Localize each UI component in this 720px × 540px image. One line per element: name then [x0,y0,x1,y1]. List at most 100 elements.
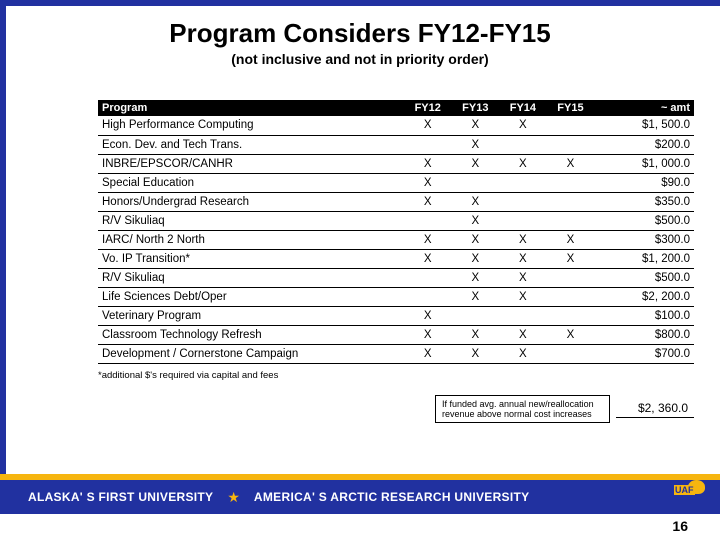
table-footnote: *additional $'s required via capital and… [98,370,694,381]
table-row: Special EducationX$90.0 [98,173,694,192]
cell-fy14 [499,173,547,192]
cell-fy15 [547,192,595,211]
cell-fy14 [499,192,547,211]
cell-program: Veterinary Program [98,306,404,325]
cell-fy13 [452,173,500,192]
cell-fy12 [404,287,452,306]
cell-fy13: X [452,154,500,173]
cell-fy12: X [404,249,452,268]
table-row: R/V Sikuliaq X $500.0 [98,211,694,230]
cell-fy13: X [452,287,500,306]
slide-subtitle: (not inclusive and not in priority order… [0,51,720,67]
table-row: Development / Cornerstone CampaignXXX$70… [98,344,694,363]
cell-fy15 [547,287,595,306]
cell-program: Development / Cornerstone Campaign [98,344,404,363]
slide: Program Considers FY12-FY15 (not inclusi… [0,0,720,540]
cell-program: R/V Sikuliaq [98,211,404,230]
cell-fy14: X [499,249,547,268]
cell-amt: $200.0 [594,135,694,154]
cell-fy14: X [499,268,547,287]
cell-program: R/V Sikuliaq [98,268,404,287]
cell-fy13: X [452,249,500,268]
cell-fy15 [547,135,595,154]
cell-fy15 [547,173,595,192]
table-row: Classroom Technology RefreshXXXX$800.0 [98,325,694,344]
cell-fy15: X [547,154,595,173]
cell-fy12 [404,268,452,287]
cell-amt: $300.0 [594,230,694,249]
col-fy14: FY14 [499,100,547,116]
col-amt: ~ amt [594,100,694,116]
cell-program: High Performance Computing [98,116,404,135]
cell-fy14: X [499,287,547,306]
col-fy13: FY13 [452,100,500,116]
cell-program: Honors/Undergrad Research [98,192,404,211]
uaf-text: UAF [674,485,695,495]
cell-amt: $500.0 [594,211,694,230]
footer-right-text: AMERICA' S ARCTIC RESEARCH UNIVERSITY [254,490,530,504]
cell-fy13: X [452,135,500,154]
uaf-logo: UAF [666,478,708,510]
cell-fy13 [452,306,500,325]
table-row: INBRE/EPSCOR/CANHRXXXX$1, 000.0 [98,154,694,173]
cell-fy13: X [452,116,500,135]
cell-amt: $700.0 [594,344,694,363]
table-row: Honors/Undergrad ResearchXX$350.0 [98,192,694,211]
table-row: Econ. Dev. and Tech Trans. X $200.0 [98,135,694,154]
star-icon: ★ [227,489,240,506]
cell-fy14: X [499,344,547,363]
avg-label-box: If funded avg. annual new/reallocation r… [435,395,610,424]
col-fy12: FY12 [404,100,452,116]
cell-amt: $1, 200.0 [594,249,694,268]
cell-fy15: X [547,249,595,268]
cell-fy14 [499,306,547,325]
cell-fy12 [404,211,452,230]
avg-value: $2, 360.0 [616,399,694,418]
col-fy15: FY15 [547,100,595,116]
cell-amt: $1, 000.0 [594,154,694,173]
cell-amt: $2, 200.0 [594,287,694,306]
cell-fy12: X [404,192,452,211]
cell-fy15: X [547,230,595,249]
cell-program: Special Education [98,173,404,192]
cell-fy12: X [404,116,452,135]
footer-left-text: ALASKA' S FIRST UNIVERSITY [28,490,213,504]
cell-fy14 [499,211,547,230]
cell-fy15 [547,268,595,287]
cell-program: Life Sciences Debt/Oper [98,287,404,306]
border-top [0,0,720,6]
cell-fy15 [547,306,595,325]
cell-fy13: X [452,344,500,363]
cell-fy12 [404,135,452,154]
program-table: Program FY12 FY13 FY14 FY15 ~ amt High P… [98,100,694,364]
table-row: IARC/ North 2 NorthXXXX$300.0 [98,230,694,249]
cell-fy13: X [452,211,500,230]
cell-program: INBRE/EPSCOR/CANHR [98,154,404,173]
cell-fy15 [547,211,595,230]
table-header-row: Program FY12 FY13 FY14 FY15 ~ amt [98,100,694,116]
cell-amt: $100.0 [594,306,694,325]
cell-fy14 [499,135,547,154]
cell-fy13: X [452,325,500,344]
cell-fy12: X [404,154,452,173]
cell-program: IARC/ North 2 North [98,230,404,249]
cell-fy14: X [499,230,547,249]
cell-program: Econ. Dev. and Tech Trans. [98,135,404,154]
table-row: Veterinary ProgramX$100.0 [98,306,694,325]
cell-fy14: X [499,325,547,344]
footer-bar: ALASKA' S FIRST UNIVERSITY ★ AMERICA' S … [0,480,720,514]
table-row: Vo. IP Transition*XXXX$1, 200.0 [98,249,694,268]
col-program: Program [98,100,404,116]
table-row: Life Sciences Debt/Oper XX $2, 200.0 [98,287,694,306]
table-body: High Performance ComputingXXX$1, 500.0Ec… [98,116,694,363]
cell-amt: $350.0 [594,192,694,211]
program-table-wrap: Program FY12 FY13 FY14 FY15 ~ amt High P… [98,100,694,423]
cell-fy12: X [404,325,452,344]
cell-program: Classroom Technology Refresh [98,325,404,344]
cell-fy15 [547,116,595,135]
cell-fy14: X [499,116,547,135]
cell-fy15: X [547,325,595,344]
cell-amt: $1, 500.0 [594,116,694,135]
cell-fy14: X [499,154,547,173]
cell-fy13: X [452,192,500,211]
